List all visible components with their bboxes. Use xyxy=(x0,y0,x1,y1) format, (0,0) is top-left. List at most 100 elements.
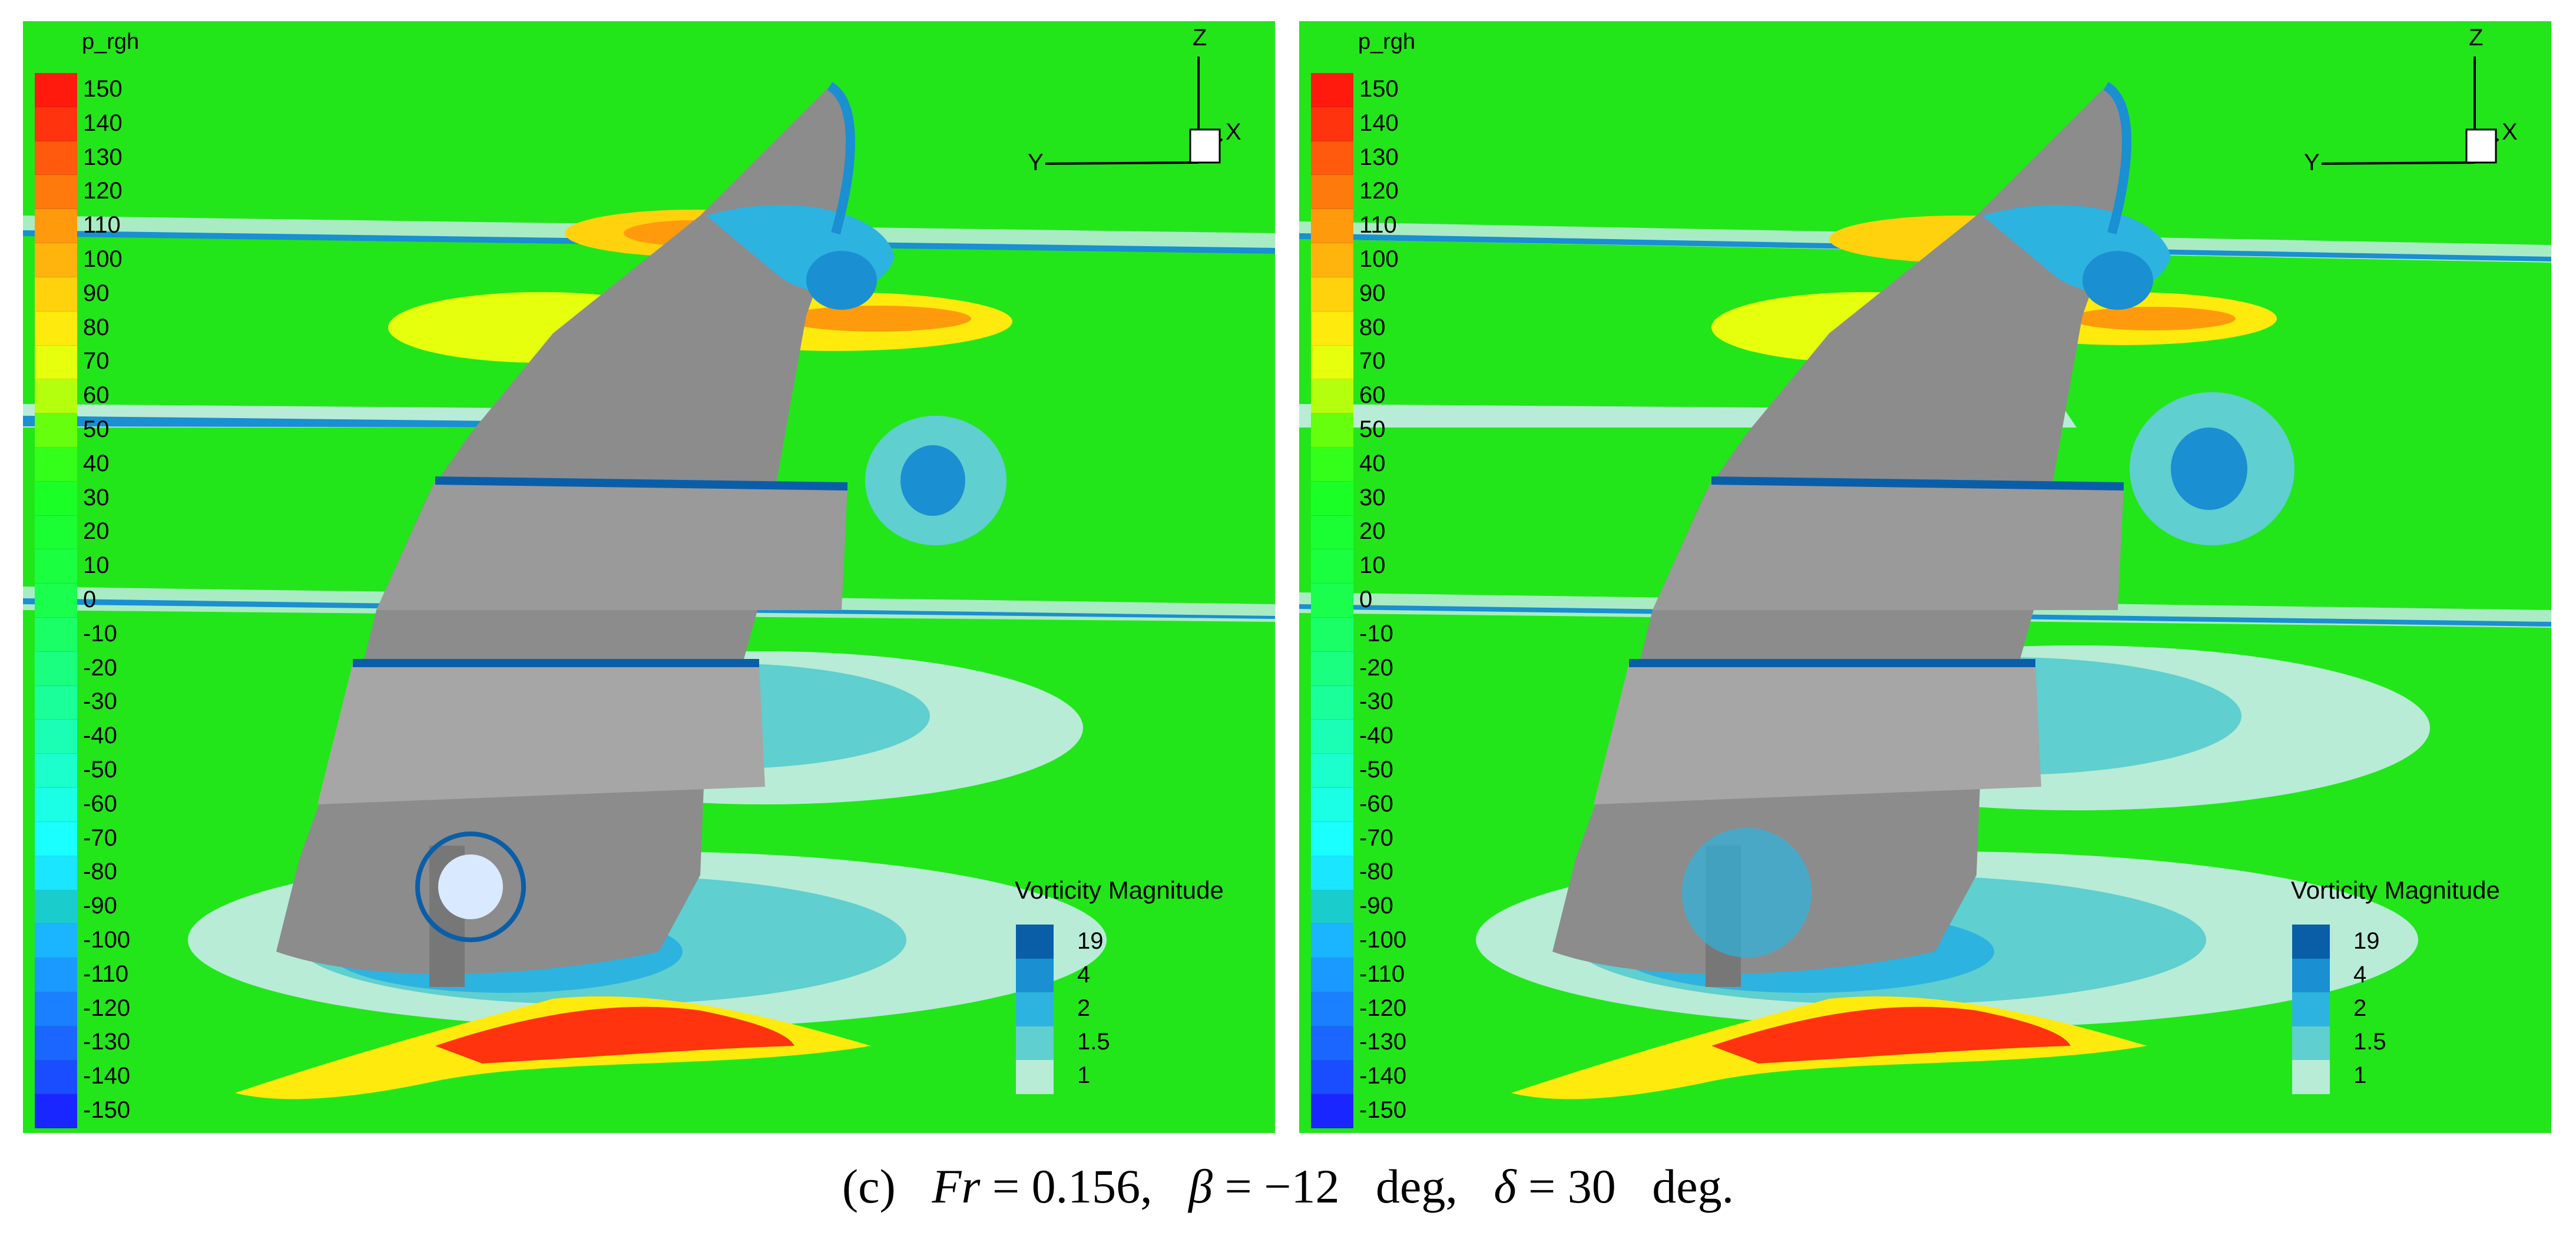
caption-separator-1: , xyxy=(1140,1159,1153,1213)
axis-y-label: Y xyxy=(1028,150,1044,175)
caption-equals-2: = xyxy=(1224,1159,1252,1213)
pressure-level-label: -120 xyxy=(83,995,131,1021)
pressure-level-label: 120 xyxy=(83,178,122,204)
pressure-colorbar-cell xyxy=(1311,890,1353,925)
pressure-level-label: 150 xyxy=(83,75,122,102)
caption-fr-value: 0.156 xyxy=(1031,1159,1141,1213)
axis-x-label: X xyxy=(2502,119,2518,145)
caption-delta-value: 30 xyxy=(1567,1159,1616,1213)
pressure-colorbar-cell xyxy=(1311,481,1353,516)
pressure-colorbar-cell xyxy=(35,924,77,959)
pressure-colorbar-cell xyxy=(35,618,77,652)
pressure-colorbar-cell xyxy=(35,584,77,618)
caption-separator-2: , xyxy=(1445,1159,1458,1213)
vorticity-colorbar-cell xyxy=(1016,1026,1054,1061)
pressure-colorbar-cell xyxy=(1311,413,1353,448)
pressure-level-label: -20 xyxy=(1359,654,1393,681)
vorticity-level-label: 1.5 xyxy=(1077,1029,1110,1055)
right-panel: p_rgh 150 140 130 120 110 100 90 80 70 60 50 40 30 20… xyxy=(1299,21,2551,1133)
pressure-colorbar-cell xyxy=(1311,685,1353,720)
pressure-level-label: 40 xyxy=(83,450,110,476)
pressure-colorbar-cell xyxy=(1311,515,1353,550)
pressure-level-label: 80 xyxy=(83,314,110,340)
vorticity-legend-title: Vorticity Magnitude xyxy=(1015,876,1224,904)
caption-beta-symbol: β xyxy=(1188,1159,1213,1213)
pressure-level-label: 140 xyxy=(1359,110,1399,136)
pressure-level-label: 80 xyxy=(1359,314,1386,340)
pressure-colorbar-cell xyxy=(35,515,77,550)
pressure-colorbar-cell xyxy=(1311,651,1353,686)
pressure-level-label: -40 xyxy=(83,723,117,749)
pressure-colorbar-cell xyxy=(1311,754,1353,789)
pressure-colorbar-cell xyxy=(1311,1094,1353,1129)
figure-caption: (c) Fr = 0.156, β = −12 deg, δ = 30 deg. xyxy=(0,1159,2576,1214)
pressure-level-label: 70 xyxy=(1359,348,1386,375)
vorticity-colorbar-cell xyxy=(2292,925,2330,959)
pressure-colorbar-cell xyxy=(35,720,77,754)
pressure-level-label: 140 xyxy=(83,110,122,136)
pressure-level-label: -60 xyxy=(1359,790,1393,817)
pressure-colorbar-cell xyxy=(1311,958,1353,992)
left-panel: p_rgh 150 140 130 120 110 100 90 80 70 60 50 40 30 20… xyxy=(23,21,1275,1133)
pressure-level-label: 150 xyxy=(1359,75,1399,102)
caption-equals-3: = xyxy=(1528,1159,1556,1213)
pressure-colorbar-cell xyxy=(35,107,77,141)
pressure-level-label: 10 xyxy=(83,552,110,579)
pressure-level-label: 40 xyxy=(1359,450,1386,476)
pressure-level-label: 70 xyxy=(83,348,110,375)
vorticity-colorbar xyxy=(2292,925,2330,1094)
vorticity-colorbar xyxy=(1016,925,1054,1094)
pressure-colorbar-cell xyxy=(1311,277,1353,312)
pressure-colorbar-cell xyxy=(35,311,77,346)
pressure-level-label: -60 xyxy=(83,790,117,817)
pressure-colorbar-cell xyxy=(35,379,77,414)
pressure-legend-title: p_rgh xyxy=(1358,29,1416,54)
pressure-colorbar-cell xyxy=(35,754,77,789)
pressure-level-label: -140 xyxy=(83,1063,131,1089)
pressure-level-label: -80 xyxy=(1359,859,1393,885)
pressure-level-label: -10 xyxy=(83,620,117,647)
pressure-level-label: -70 xyxy=(1359,824,1393,851)
pressure-colorbar-cell xyxy=(1311,618,1353,652)
vorticity-colorbar-cell xyxy=(1016,958,1054,993)
pressure-level-label: 0 xyxy=(1359,587,1373,612)
pressure-colorbar-cell xyxy=(1311,856,1353,890)
vorticity-level-label: 2 xyxy=(1077,995,1091,1021)
pressure-level-label: -110 xyxy=(1359,960,1405,987)
caption-delta-symbol: δ xyxy=(1494,1159,1517,1213)
pressure-colorbar-cell xyxy=(1311,243,1353,277)
pressure-level-label: 30 xyxy=(83,484,110,511)
pressure-level-label: -70 xyxy=(83,824,117,851)
pressure-level-label: -120 xyxy=(1359,995,1407,1021)
pressure-colorbar-cell xyxy=(35,447,77,482)
pressure-level-label: -130 xyxy=(1359,1029,1407,1055)
pressure-level-label: -50 xyxy=(1359,757,1393,783)
flow-visualization xyxy=(1299,82,2551,1099)
vorticity-colorbar-cell xyxy=(2292,958,2330,993)
pressure-colorbar-cell xyxy=(1311,379,1353,414)
pressure-colorbar-cell xyxy=(1311,141,1353,175)
pressure-colorbar-cell xyxy=(1311,992,1353,1026)
pressure-colorbar-cell xyxy=(35,890,77,925)
vorticity-colorbar-cell xyxy=(1016,992,1054,1026)
pressure-level-label: -130 xyxy=(83,1029,131,1055)
caption-label: (c) xyxy=(842,1159,896,1213)
vorticity-level-label: 4 xyxy=(1077,962,1091,988)
vorticity-level-label: 1 xyxy=(2353,1062,2367,1088)
pressure-colorbar-cell xyxy=(1311,720,1353,754)
pressure-colorbar-cell xyxy=(1311,924,1353,959)
pressure-colorbar-cell xyxy=(35,481,77,516)
caption-fr-symbol: Fr xyxy=(932,1159,981,1213)
pressure-colorbar-cell xyxy=(1311,345,1353,380)
vorticity-colorbar-cell xyxy=(1016,925,1054,959)
caption-equals-1: = xyxy=(992,1159,1020,1213)
pressure-level-label: 30 xyxy=(1359,484,1386,511)
pressure-colorbar-cell xyxy=(35,1026,77,1061)
pressure-colorbar-cell xyxy=(1311,549,1353,584)
pressure-colorbar-cell xyxy=(35,209,77,244)
pressure-level-label: -10 xyxy=(1359,620,1393,647)
pressure-level-label: 50 xyxy=(1359,416,1386,442)
pressure-colorbar-labels: 150 140 130 120 110 100 90 80 70 60 50 40 30 20 10 0 -10… xyxy=(1359,73,1453,1128)
pressure-colorbar-cell xyxy=(1311,821,1353,856)
pressure-colorbar xyxy=(1311,73,1353,1129)
